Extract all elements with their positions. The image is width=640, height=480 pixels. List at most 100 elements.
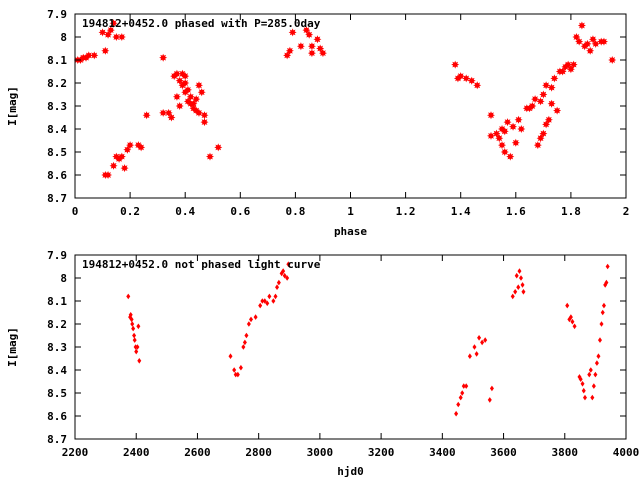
data-point <box>273 293 278 300</box>
data-point <box>503 118 512 127</box>
data-point <box>286 261 291 267</box>
data-point <box>98 28 107 37</box>
data-point <box>305 30 314 39</box>
data-point <box>456 72 465 81</box>
data-point <box>238 364 243 371</box>
unphased-light-curve-panel: 2200 2400 2600 2800 3000 3200 3400 3600 3800 4000… <box>6 249 639 478</box>
data-point <box>458 394 463 401</box>
data-point <box>599 321 604 327</box>
y-tick-label: 8 <box>60 272 67 285</box>
data-point <box>109 19 118 28</box>
y-axis-label: I[mag] <box>6 86 19 126</box>
x-tick-label: 3000 <box>307 446 334 459</box>
data-point <box>608 56 617 64</box>
data-point <box>313 35 322 44</box>
data-point <box>558 67 567 76</box>
data-point <box>568 314 573 320</box>
data-point <box>577 21 586 30</box>
y-tick-label: 8.6 <box>47 410 67 423</box>
data-point <box>260 298 265 304</box>
data-point <box>542 81 551 90</box>
data-point <box>249 316 254 323</box>
data-point <box>302 26 311 35</box>
data-point <box>175 76 184 85</box>
data-point <box>246 321 251 327</box>
data-point <box>510 293 515 300</box>
data-point <box>462 74 471 83</box>
data-point <box>275 284 280 290</box>
data-point <box>101 46 110 55</box>
data-point <box>498 141 507 150</box>
data-point <box>553 106 562 115</box>
data-point <box>586 46 595 55</box>
data-points <box>126 261 610 417</box>
data-point <box>132 332 137 339</box>
x-tick-label: 4000 <box>613 446 640 459</box>
data-point <box>495 134 504 143</box>
data-point <box>593 371 598 378</box>
data-point <box>242 339 247 346</box>
data-point <box>588 367 593 373</box>
data-point <box>581 387 586 394</box>
data-point <box>181 72 190 81</box>
data-point <box>566 65 575 74</box>
data-point <box>135 344 140 350</box>
data-point <box>214 143 223 152</box>
data-point <box>605 263 610 270</box>
data-point <box>517 268 522 274</box>
data-point <box>281 268 286 274</box>
y-tick-label: 8.5 <box>47 387 67 400</box>
data-point <box>600 309 605 316</box>
data-point <box>159 108 168 117</box>
x-tick-label: 2400 <box>123 446 150 459</box>
data-point <box>517 125 526 133</box>
data-point <box>112 33 121 41</box>
data-point <box>489 385 494 392</box>
data-point <box>461 383 466 389</box>
data-point <box>123 145 132 154</box>
data-point <box>580 381 585 387</box>
y-tick-label: 8.2 <box>47 77 67 90</box>
x-tick-label: 3400 <box>429 446 456 459</box>
plot-title: 194812+0452.0 not phased light curve <box>82 258 321 271</box>
data-point <box>539 90 548 99</box>
data-point <box>136 323 141 330</box>
data-point <box>183 85 192 94</box>
y-tick-label: 7.9 <box>47 249 67 262</box>
data-point <box>467 76 476 85</box>
x-axis-label: phase <box>334 225 367 238</box>
data-point <box>194 108 203 117</box>
data-point <box>104 171 113 179</box>
data-point <box>599 37 608 46</box>
x-tick-label: 0.4 <box>175 205 195 218</box>
data-point <box>253 314 258 320</box>
data-point <box>451 60 460 69</box>
data-point <box>104 30 113 39</box>
data-point <box>533 141 542 150</box>
data-point <box>262 298 267 304</box>
data-point <box>172 92 181 101</box>
data-point <box>487 131 495 140</box>
data-point <box>514 272 519 279</box>
x-tick-label: 2200 <box>62 446 89 459</box>
data-point <box>129 316 134 323</box>
data-point <box>572 33 581 41</box>
data-point <box>472 344 477 350</box>
data-point <box>159 53 168 62</box>
data-point <box>516 284 521 290</box>
data-point <box>186 92 195 101</box>
data-point <box>128 312 133 318</box>
data-point <box>307 49 316 58</box>
data-point <box>307 42 316 51</box>
data-point <box>192 95 201 104</box>
data-point <box>460 390 465 396</box>
data-point <box>570 318 575 325</box>
y-tick-label: 8 <box>60 31 67 44</box>
data-point <box>477 335 482 341</box>
data-point <box>487 111 495 120</box>
data-point <box>282 272 287 279</box>
data-point <box>142 111 151 120</box>
data-point <box>265 300 270 307</box>
data-point <box>483 337 488 343</box>
